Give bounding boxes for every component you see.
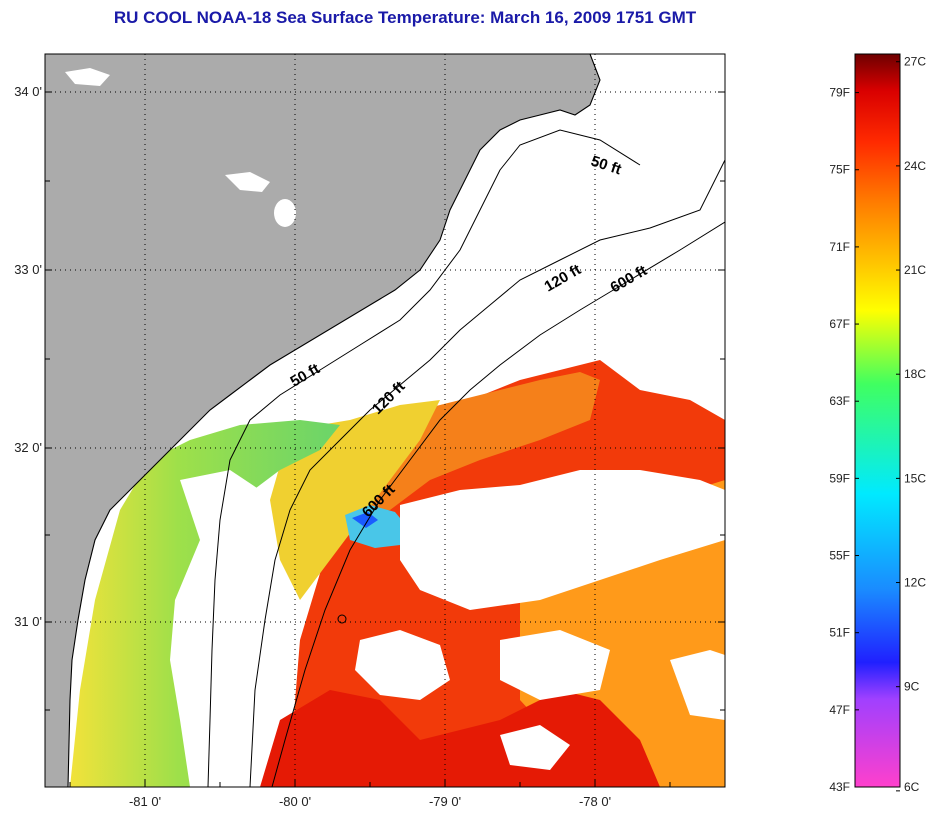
lon-label-79: -79 0' [429,794,461,809]
cloud-mask-5 [185,570,260,720]
colorbar-c-label: 18C [904,367,926,381]
lake-3 [65,68,110,86]
sst-deep-red [260,690,660,787]
colorbar-gradient [855,54,900,787]
colorbar-c-label: 21C [904,263,926,277]
station-marker [337,614,347,624]
map-area: 50 ft 120 ft 600 ft 50 ft 120 ft 600 ft [45,54,725,787]
colorbar-f-label: 51F [829,626,850,640]
cloud-mask-6 [500,725,570,770]
colorbar-fahrenheit-ticks: 79F 75F 71F 67F 63F 59F 55F 51F 47F 43F [829,86,859,794]
colorbar-c-label: 15C [904,471,926,485]
cloud-mask-1 [400,470,725,610]
lake-1 [274,199,296,227]
sst-blue-patch [352,512,378,528]
cloud-mask-7 [670,650,725,720]
isobath-120ft-line [249,159,725,787]
land-mass [45,54,600,787]
isobath-600ft-line [271,221,725,787]
coastline [67,54,601,787]
colorbar-c-label: 12C [904,576,926,590]
colorbar-c-label: 9C [904,680,920,694]
colorbar-f-label: 59F [829,471,850,485]
colorbar-f-label: 79F [829,86,850,100]
colorbar-c-label: 24C [904,159,926,173]
colorbar-f-label: 67F [829,317,850,331]
colorbar-f-label: 43F [829,780,850,794]
colorbar-c-label: 27C [904,55,926,69]
map-ticks [45,91,725,787]
lon-label-81: -81 0' [129,794,161,809]
graticule [45,54,725,787]
lon-label-78: -78 0' [579,794,611,809]
lat-label-32: 32 0' [14,440,42,455]
colorbar-frame [854,53,901,788]
colorbar-c-label: 6C [904,780,920,794]
cloud-mask-3 [500,630,610,700]
sst-coastal-green [70,420,340,787]
colorbar: 79F 75F 71F 67F 63F 59F 55F 51F 47F 43F 27C 24C 21C… [829,53,926,794]
colorbar-f-label: 55F [829,549,850,563]
map-frame [44,53,726,788]
colorbar-f-label: 71F [829,240,850,254]
colorbar-f-label: 63F [829,394,850,408]
lake-2 [225,172,270,192]
lat-label-31: 31 0' [14,614,42,629]
sst-orange-water [330,372,600,520]
lat-label-33: 33 0' [14,262,42,277]
cloud-mask-4 [180,470,260,540]
lon-label-80: -80 0' [279,794,311,809]
isobath-50ft-line [207,129,641,787]
colorbar-f-label: 47F [829,703,850,717]
colorbar-celsius-ticks: 27C 24C 21C 18C 15C 12C 9C 6C [896,55,926,794]
cloud-mask-2 [355,630,450,700]
colorbar-f-label: 75F [829,163,850,177]
map-title: RU COOL NOAA-18 Sea Surface Temperature:… [113,8,697,27]
lat-label-34: 34 0' [14,84,42,99]
